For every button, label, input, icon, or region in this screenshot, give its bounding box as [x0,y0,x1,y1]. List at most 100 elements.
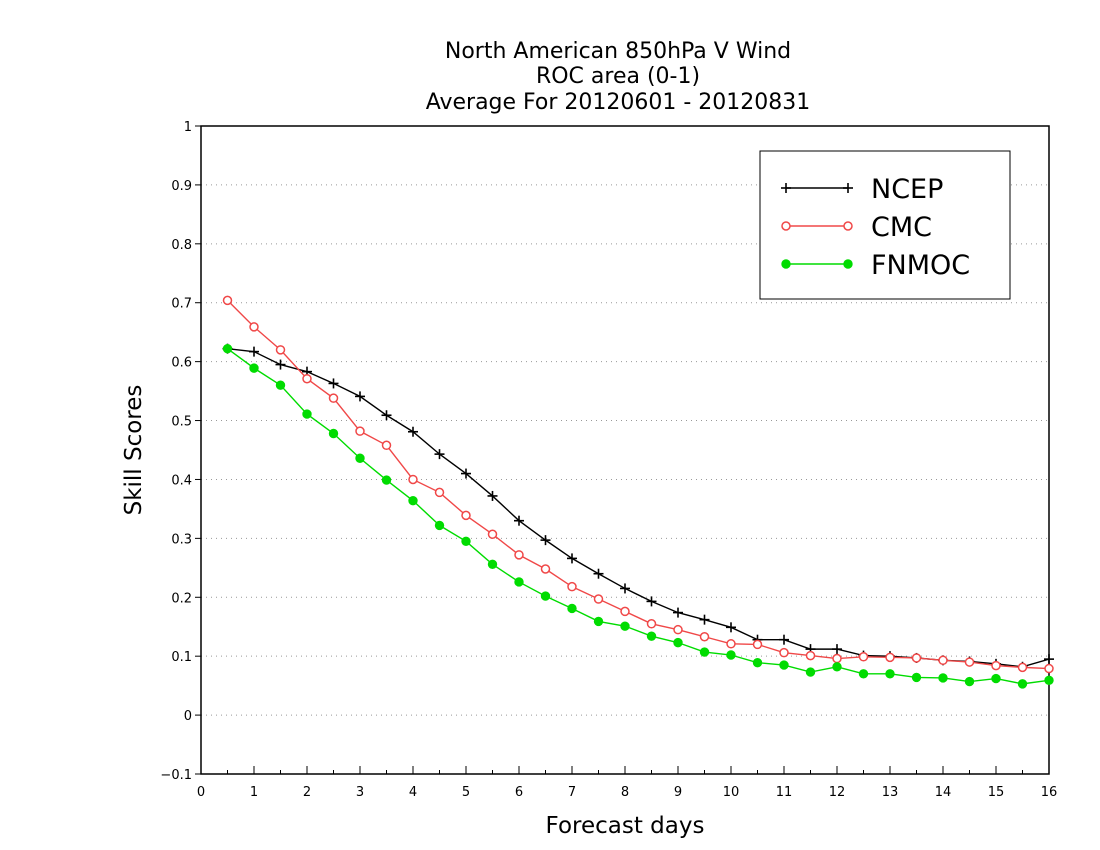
x-tick-label: 5 [462,785,470,800]
y-tick-label: 0.2 [171,591,192,606]
x-tick-label: 10 [723,785,740,800]
y-tick-label: 0.9 [171,179,192,194]
legend-label-cmc: CMC [871,212,932,243]
data-point-fnmoc [567,603,577,614]
series-line-fnmoc [227,348,1049,685]
data-point-fnmoc [646,631,657,641]
chart-title: North American 850hPa V Wind ROC area (0… [426,39,811,115]
legend-entry-fnmoc: FNMOC [781,250,970,281]
data-point-fnmoc [832,662,842,672]
data-point-fnmoc [434,520,445,531]
data-point-cmc [911,653,922,663]
data-point-fnmoc [964,676,975,687]
data-point-fnmoc [222,343,233,354]
data-point-cmc [461,510,471,521]
x-tick-label: 12 [829,785,846,800]
data-point-fnmoc [911,672,922,683]
data-point-fnmoc [593,616,604,627]
data-point-fnmoc [1017,679,1028,689]
data-point-fnmoc [938,673,948,683]
data-point-cmc [699,631,710,642]
data-point-fnmoc [1044,675,1054,686]
data-point-fnmoc [302,409,312,419]
data-point-fnmoc [673,637,683,648]
data-point-cmc [381,440,392,451]
data-point-ncep [620,583,630,594]
data-point-ncep [381,410,392,421]
data-point-fnmoc [355,453,365,463]
data-point-cmc [646,619,657,629]
y-axis-label: Skill Scores [121,385,147,516]
legend-entry-ncep: NCEP [781,174,943,205]
data-point-cmc [540,564,551,574]
legend-marker-cmc [843,221,853,231]
y-tick-label: 1 [184,120,192,135]
data-point-fnmoc [540,591,551,601]
data-point-fnmoc [408,495,418,506]
data-point-ncep [726,622,736,633]
x-tick-label: 0 [197,785,205,800]
data-point-ncep [1044,654,1054,665]
data-point-cmc [222,295,233,306]
y-tick-label: −0.1 [160,768,192,783]
x-axis-ticks: 0 1 2 3 4 5 6 7 8 9 10 11 12 13 14 15 16 [197,766,1057,800]
data-point-cmc [673,624,683,635]
data-point-cmc [938,655,948,666]
x-tick-label: 14 [935,785,952,800]
data-point-cmc [1017,662,1028,673]
x-tick-label: 16 [1041,785,1058,800]
data-point-cmc [487,529,498,539]
data-point-cmc [434,487,445,498]
data-point-fnmoc [752,657,763,668]
x-axis-label: Forecast days [546,813,705,839]
data-point-ncep [249,346,259,357]
legend-entry-cmc: CMC [781,212,932,243]
legend-marker-fnmoc [781,259,791,269]
legend-marker-ncep [843,183,853,193]
data-point-cmc [832,653,842,664]
series-ncep [222,343,1054,672]
x-tick-label: 6 [515,785,523,800]
data-point-fnmoc [487,559,498,569]
y-tick-label: 0.5 [171,415,192,430]
data-point-fnmoc [726,650,736,660]
data-point-fnmoc [779,660,789,670]
data-point-fnmoc [991,673,1001,684]
data-point-cmc [328,393,339,403]
series-line-cmc [227,299,1049,670]
y-tick-label: 0.3 [171,532,192,547]
y-tick-label: 0.7 [171,297,192,312]
x-tick-label: 9 [674,785,682,800]
x-tick-label: 4 [409,785,417,800]
data-point-cmc [567,581,577,592]
data-point-cmc [514,550,524,560]
x-tick-label: 7 [568,785,576,800]
data-point-fnmoc [328,428,339,439]
data-point-ncep [699,614,710,625]
data-point-cmc [991,660,1001,671]
y-tick-label: 0.8 [171,238,192,253]
series-layer [222,295,1054,689]
data-point-fnmoc [699,647,710,657]
x-tick-label: 13 [882,785,899,800]
chart-title-line-3: Average For 20120601 - 20120831 [426,90,811,115]
data-point-cmc [249,322,259,332]
y-axis-ticks: −0.1 0 0.1 0.2 0.3 0.4 0.5 0.6 0.7 0.8 0.9 1 [160,120,201,783]
data-point-fnmoc [275,380,286,390]
data-point-fnmoc [805,667,816,677]
legend-marker-fnmoc [843,259,853,269]
y-tick-label: 0.6 [171,356,192,371]
data-point-fnmoc [858,669,869,679]
data-point-fnmoc [514,577,524,587]
data-point-ncep [434,449,445,460]
legend-marker-ncep [781,183,791,193]
data-point-ncep [832,644,842,655]
x-tick-label: 11 [776,785,793,800]
series-fnmoc [222,343,1054,689]
data-point-cmc [858,652,869,662]
chart-title-line-2: ROC area (0-1) [536,64,700,89]
data-point-ncep [567,553,577,564]
data-point-cmc [275,345,286,355]
